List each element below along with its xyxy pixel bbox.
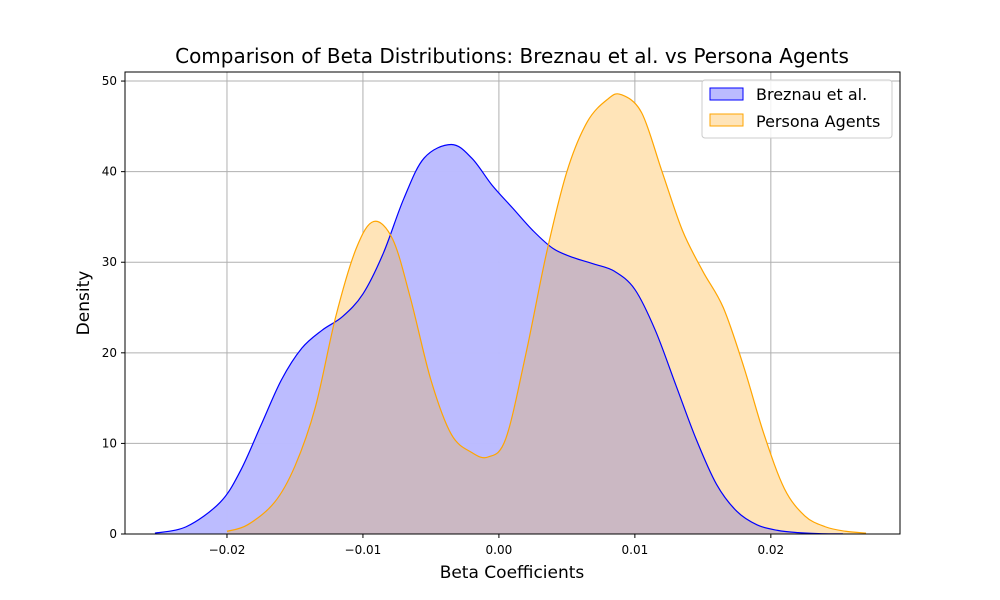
plot-areas [154, 93, 867, 535]
x-axis-title: Beta Coefficients [440, 563, 585, 583]
x-tick-label: −0.02 [209, 543, 246, 557]
legend-label-breznau: Breznau et al. [756, 85, 867, 104]
chart-title: Comparison of Beta Distributions: Brezna… [175, 44, 849, 68]
legend-label-persona: Persona Agents [756, 112, 880, 131]
legend-frame [701, 79, 893, 139]
y-tick-label: 40 [102, 165, 117, 179]
x-tick-label: 0.00 [486, 543, 513, 557]
y-axis-ticks: 0 10 20 30 40 50 [102, 74, 125, 541]
y-tick-label: 10 [102, 436, 117, 450]
density-line-persona [226, 93, 867, 534]
x-tick-label: 0.02 [757, 543, 784, 557]
density-line-breznau [154, 143, 843, 535]
legend-swatch-persona [709, 113, 744, 127]
y-tick-label: 20 [102, 346, 117, 360]
x-axis-ticks: −0.02 −0.01 0.00 0.01 0.02 [209, 534, 784, 557]
x-tick-label: 0.01 [622, 543, 649, 557]
y-tick-label: 30 [102, 255, 117, 269]
y-axis-title: Density [74, 271, 94, 336]
y-tick-label: 0 [109, 527, 117, 541]
x-tick-label: −0.01 [345, 543, 382, 557]
legend-swatch-breznau [709, 87, 744, 101]
legend: Breznau et al. Persona Agents [701, 79, 893, 139]
y-tick-label: 50 [102, 74, 117, 88]
plot-frame [124, 71, 901, 535]
